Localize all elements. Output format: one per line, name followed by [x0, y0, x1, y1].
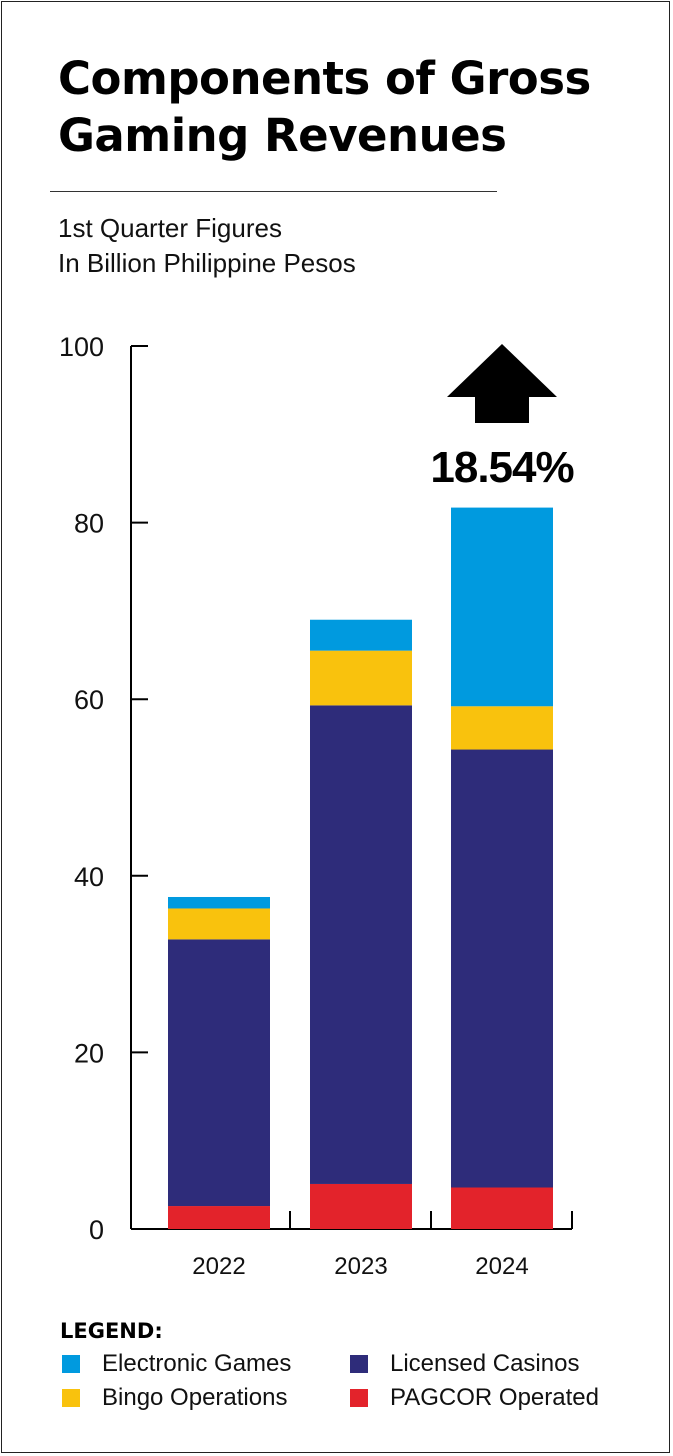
legend-item-pagcor-operated: PAGCOR Operated	[350, 1384, 599, 1412]
up-arrow-icon	[447, 344, 557, 423]
legend-label-bingo-operations: Bingo Operations	[102, 1384, 288, 1411]
stacked-bar-chart: 0 20 40 60 80 100 2022 2023 2024 18.54%	[59, 332, 575, 1280]
legend-swatch-bingo-operations	[62, 1389, 80, 1407]
legend-swatch-licensed-casinos	[350, 1355, 368, 1373]
title-line-1: Components of Gross	[58, 52, 591, 105]
bar-2023-electronic-games	[310, 619, 412, 651]
y-tick-label: 0	[89, 1215, 104, 1245]
bar-2022-licensed-casinos	[168, 939, 270, 1207]
title-divider	[50, 191, 497, 192]
bar-2022-electronic-games	[168, 896, 270, 909]
growth-annotation: 18.54%	[430, 344, 575, 492]
bar-2023-bingo-operations	[310, 650, 412, 706]
legend-label-electronic-games: Electronic Games	[102, 1350, 292, 1377]
bar-2024-electronic-games	[451, 507, 553, 707]
x-tick-label-2023: 2023	[334, 1253, 387, 1280]
x-tick-label-2022: 2022	[192, 1253, 245, 1280]
title-line-2: Gaming Revenues	[58, 109, 507, 162]
legend-label-pagcor-operated: PAGCOR Operated	[390, 1384, 599, 1411]
legend-swatch-electronic-games	[62, 1355, 80, 1373]
chart-labels: 0 20 40 60 80 100 2022 2023 2024	[59, 332, 529, 1280]
chart-subtitle: 1st Quarter Figures In Billion Philippin…	[58, 211, 558, 281]
legend-item-bingo-operations: Bingo Operations	[62, 1384, 287, 1412]
bar-2023-pagcor-operated	[310, 1183, 412, 1229]
bar-2022-bingo-operations	[168, 908, 270, 940]
x-tick-label-2024: 2024	[475, 1253, 528, 1280]
chart-bars	[168, 507, 553, 1229]
y-tick-label: 20	[74, 1038, 104, 1068]
y-tick-label: 60	[74, 685, 104, 715]
legend-item-licensed-casinos: Licensed Casinos	[350, 1350, 579, 1378]
subtitle-line-2: In Billion Philippine Pesos	[58, 248, 356, 278]
legend-swatch-pagcor-operated	[350, 1389, 368, 1407]
bar-2023-licensed-casinos	[310, 705, 412, 1184]
y-tick-label: 80	[74, 509, 104, 539]
subtitle-line-1: 1st Quarter Figures	[58, 213, 282, 243]
legend-label-licensed-casinos: Licensed Casinos	[390, 1350, 580, 1377]
bar-2024-pagcor-operated	[451, 1187, 553, 1229]
bar-2024-bingo-operations	[451, 706, 553, 750]
chart-title: Components of Gross Gaming Revenues	[58, 50, 658, 164]
legend-title: LEGEND:	[60, 1319, 163, 1343]
bar-2022-pagcor-operated	[168, 1206, 270, 1229]
y-tick-label: 40	[74, 862, 104, 892]
legend-item-electronic-games: Electronic Games	[62, 1350, 291, 1378]
growth-label: 18.54%	[430, 443, 573, 492]
bar-2024-licensed-casinos	[451, 749, 553, 1188]
y-tick-label: 100	[59, 332, 104, 362]
